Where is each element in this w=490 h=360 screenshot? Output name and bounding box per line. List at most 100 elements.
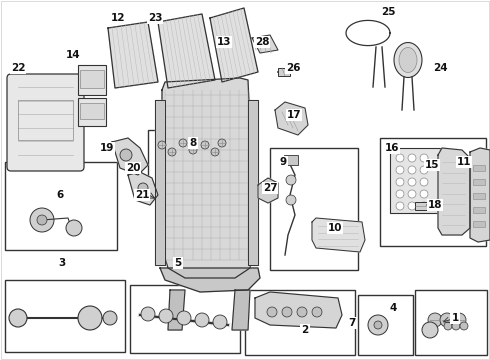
Circle shape	[444, 322, 452, 330]
Polygon shape	[275, 102, 308, 135]
Polygon shape	[210, 8, 258, 82]
Polygon shape	[162, 78, 255, 278]
Circle shape	[286, 195, 296, 205]
Circle shape	[30, 208, 54, 232]
Circle shape	[396, 202, 404, 210]
Text: 20: 20	[126, 163, 140, 173]
Text: 1: 1	[451, 313, 459, 323]
Polygon shape	[252, 35, 278, 53]
Text: 5: 5	[174, 258, 182, 268]
Circle shape	[218, 139, 226, 147]
Text: 11: 11	[457, 157, 471, 167]
Circle shape	[420, 190, 428, 198]
Circle shape	[189, 146, 197, 154]
Circle shape	[408, 166, 416, 174]
Circle shape	[420, 178, 428, 186]
Circle shape	[37, 215, 47, 225]
Bar	[473, 165, 485, 171]
Circle shape	[158, 141, 166, 149]
Text: 7: 7	[348, 318, 356, 328]
Circle shape	[177, 311, 191, 325]
Circle shape	[141, 307, 155, 321]
Circle shape	[408, 178, 416, 186]
Bar	[473, 193, 485, 199]
Circle shape	[211, 148, 219, 156]
Text: 4: 4	[390, 303, 397, 313]
Bar	[390, 148, 440, 213]
Circle shape	[396, 190, 404, 198]
Text: 21: 21	[135, 190, 149, 200]
Bar	[380, 138, 486, 246]
Circle shape	[312, 307, 322, 317]
Circle shape	[138, 183, 148, 193]
Circle shape	[408, 202, 416, 210]
Polygon shape	[160, 268, 260, 292]
Circle shape	[9, 309, 27, 327]
Circle shape	[420, 202, 428, 210]
Text: 25: 25	[381, 7, 395, 17]
Circle shape	[422, 322, 438, 338]
Text: 3: 3	[58, 258, 66, 268]
Bar	[245, 290, 355, 355]
Bar	[80, 103, 104, 119]
Circle shape	[452, 322, 460, 330]
Circle shape	[368, 315, 388, 335]
Circle shape	[440, 313, 454, 327]
Circle shape	[120, 149, 132, 161]
Polygon shape	[108, 22, 158, 88]
Text: 24: 24	[433, 63, 447, 73]
Text: 13: 13	[217, 37, 231, 47]
Text: 28: 28	[255, 37, 269, 47]
Polygon shape	[112, 138, 148, 175]
Circle shape	[282, 307, 292, 317]
Bar	[130, 285, 240, 353]
Text: 10: 10	[328, 223, 342, 233]
Circle shape	[396, 154, 404, 162]
Polygon shape	[168, 290, 185, 330]
Circle shape	[408, 190, 416, 198]
Bar	[5, 280, 125, 352]
Polygon shape	[312, 218, 365, 252]
Bar	[473, 221, 485, 227]
Ellipse shape	[399, 48, 417, 72]
Text: 15: 15	[425, 160, 439, 170]
Circle shape	[267, 307, 277, 317]
FancyBboxPatch shape	[7, 74, 84, 171]
Circle shape	[286, 175, 296, 185]
Circle shape	[168, 148, 176, 156]
Circle shape	[201, 141, 209, 149]
Text: 12: 12	[111, 13, 125, 23]
Circle shape	[420, 166, 428, 174]
Text: 6: 6	[56, 190, 64, 200]
Bar	[358, 295, 413, 355]
Circle shape	[396, 178, 404, 186]
Polygon shape	[248, 100, 258, 265]
Bar	[148, 130, 236, 185]
Text: 27: 27	[263, 183, 277, 193]
Circle shape	[374, 321, 382, 329]
Text: 16: 16	[385, 143, 399, 153]
Text: 19: 19	[100, 143, 114, 153]
Text: 9: 9	[279, 157, 287, 167]
Polygon shape	[155, 100, 165, 265]
Bar	[78, 98, 106, 126]
Polygon shape	[258, 178, 278, 203]
Circle shape	[213, 315, 227, 329]
Circle shape	[179, 139, 187, 147]
Bar	[278, 68, 290, 76]
Bar	[5, 162, 117, 250]
Polygon shape	[470, 148, 490, 242]
Circle shape	[408, 154, 416, 162]
Circle shape	[428, 313, 442, 327]
Ellipse shape	[394, 42, 422, 77]
Text: 23: 23	[148, 13, 162, 23]
Circle shape	[452, 313, 466, 327]
Circle shape	[78, 306, 102, 330]
Bar	[284, 155, 298, 165]
Bar	[270, 148, 358, 270]
Circle shape	[159, 309, 173, 323]
Polygon shape	[438, 148, 470, 235]
Polygon shape	[232, 290, 250, 330]
Text: 17: 17	[287, 110, 301, 120]
Text: 14: 14	[66, 50, 80, 60]
